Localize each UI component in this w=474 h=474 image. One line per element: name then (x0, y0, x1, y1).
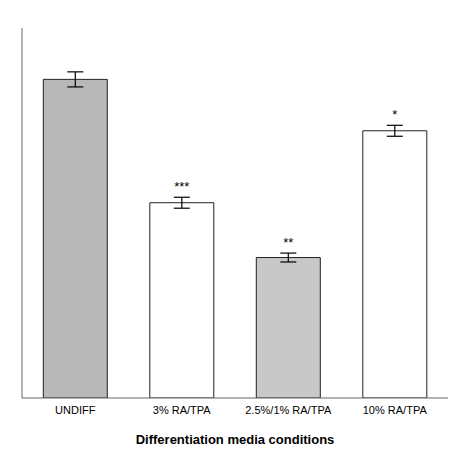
svg-text:10% RA/TPA: 10% RA/TPA (363, 404, 428, 416)
svg-text:3% RA/TPA: 3% RA/TPA (153, 404, 212, 416)
svg-text:Differentiation media conditio: Differentiation media conditions (136, 432, 335, 447)
svg-text:UNDIFF: UNDIFF (55, 404, 96, 416)
svg-text:*: * (392, 107, 397, 122)
svg-text:***: *** (174, 179, 189, 194)
svg-text:**: ** (283, 235, 293, 250)
svg-text:2.5%/1% RA/TPA: 2.5%/1% RA/TPA (245, 404, 332, 416)
